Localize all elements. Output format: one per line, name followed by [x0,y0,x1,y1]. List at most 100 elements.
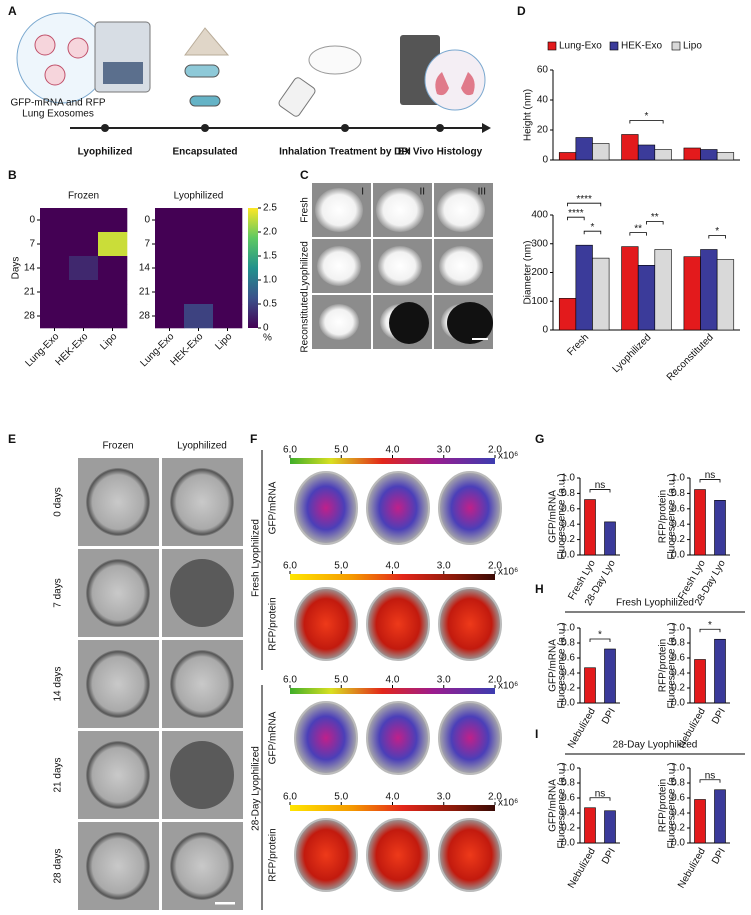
y-tick-label: 0.8 [671,638,685,649]
capsule [184,64,220,78]
significance-bracket [589,489,611,493]
vesicle [378,246,422,286]
heat-cell [184,208,214,233]
scale-tick-label: 5.0 [334,675,348,686]
channel-label: RFP/protein [268,828,279,881]
y-tick-label: 0.0 [561,550,575,561]
y-tick-label: 400 [531,210,548,221]
bar [584,807,596,844]
significance-bracket [699,479,721,483]
row-label: 14 days [53,666,64,701]
y-tick-label: 100 [531,296,548,307]
bar [654,149,672,161]
vesicle [319,304,359,340]
column-header: Frozen [102,441,133,452]
significance-bracket [708,235,726,239]
y-tick-label: 0.2 [561,534,575,545]
lung-icon-shape [435,72,475,96]
scale-bar [290,688,495,694]
y-tick-label: 200 [531,267,548,278]
y-axis-label: Fluorescence (a.u.) [667,622,678,708]
y-axis-label: GFP/mRNA [548,639,559,692]
bar [592,143,610,161]
mouse [308,45,362,75]
vesicle [86,559,150,627]
heat-cell [98,304,128,329]
bar [714,500,726,556]
y-axis-label: Fluorescence (a.u.) [667,762,678,848]
legend-swatch [609,41,619,51]
scale-tick-label: 4.0 [386,561,400,572]
heat-cell [40,256,70,281]
y-tick-label: 7 [144,239,150,250]
x-tick-label: DPI [710,706,728,726]
bar [716,259,735,331]
bar [558,298,577,331]
row-label: Lyophilized [300,241,311,291]
y-tick-label: 0.8 [561,638,575,649]
significance-label: ns [705,470,716,481]
bar [654,249,672,331]
bar [700,249,718,331]
scale-tick-label: 5.0 [334,445,348,456]
channel-label: RFP/protein [268,597,279,650]
y-tick-label: 20 [537,125,549,136]
y-axis-label: Diameter (nm) [523,241,534,305]
panel-letter: C [300,168,309,182]
bar [621,134,639,161]
x-tick-label: HEK-Exo [54,331,91,368]
x-tick-label: Nebulized [566,706,598,750]
vesicle [376,188,424,232]
vesicle [86,832,150,900]
x-tick-label: DPI [600,846,618,866]
lung-image [438,818,502,892]
vesicle [437,188,485,232]
heat-cell [69,208,99,233]
panel-letter: H [535,582,544,596]
legend-label: Lung-Exo [559,41,602,52]
y-tick-label: 0.8 [671,488,685,499]
heatmap-title: Lyophilized [174,191,224,202]
bar [575,137,593,161]
y-tick-label: 7 [29,239,35,250]
scale-tick-label: 3.0 [437,561,451,572]
scale-bar [215,902,235,905]
y-tick-label: 21 [139,287,151,298]
lung-image [294,818,358,892]
heat-cell [213,208,243,233]
bar [558,152,577,161]
timeline-dot [341,124,349,132]
heat-cell [40,208,70,233]
y-tick-label: 0.6 [561,793,575,804]
timeline-arrow [482,123,491,133]
colorbar-tick-label: 2.0 [263,227,277,238]
heat-cell [69,280,99,305]
lung-image [438,587,502,661]
row-label: 21 days [53,757,64,792]
heat-cell [213,232,243,257]
significance-label: **** [576,194,592,205]
row-label: Reconstituted [300,291,311,352]
timeline-dot [436,124,444,132]
y-tick-label: 0 [542,155,548,166]
image-label: II [419,187,425,198]
column-header: Lyophilized [177,441,227,452]
significance-label: **** [568,208,584,219]
timeline-label: Ex Vivo Histology [398,147,483,158]
y-axis-label: Fluorescence (a.u.) [667,473,678,559]
y-tick-label: 0.8 [671,778,685,789]
lung-image [438,471,502,545]
scale-tick-label: 6.0 [283,792,297,803]
heat-cell [155,280,185,305]
significance-bracket [699,628,721,633]
significance-label: * [598,630,602,641]
scale-unit: x10⁶ [498,681,518,692]
heatmap-title: Frozen [68,191,99,202]
bar [716,152,735,161]
bar [714,789,726,844]
x-tick-label: Nebulized [566,846,598,890]
heat-cell [98,256,128,281]
group-label: 28-Day Lyophilized [251,746,262,831]
heat-cell [69,304,99,329]
bar [584,499,596,556]
